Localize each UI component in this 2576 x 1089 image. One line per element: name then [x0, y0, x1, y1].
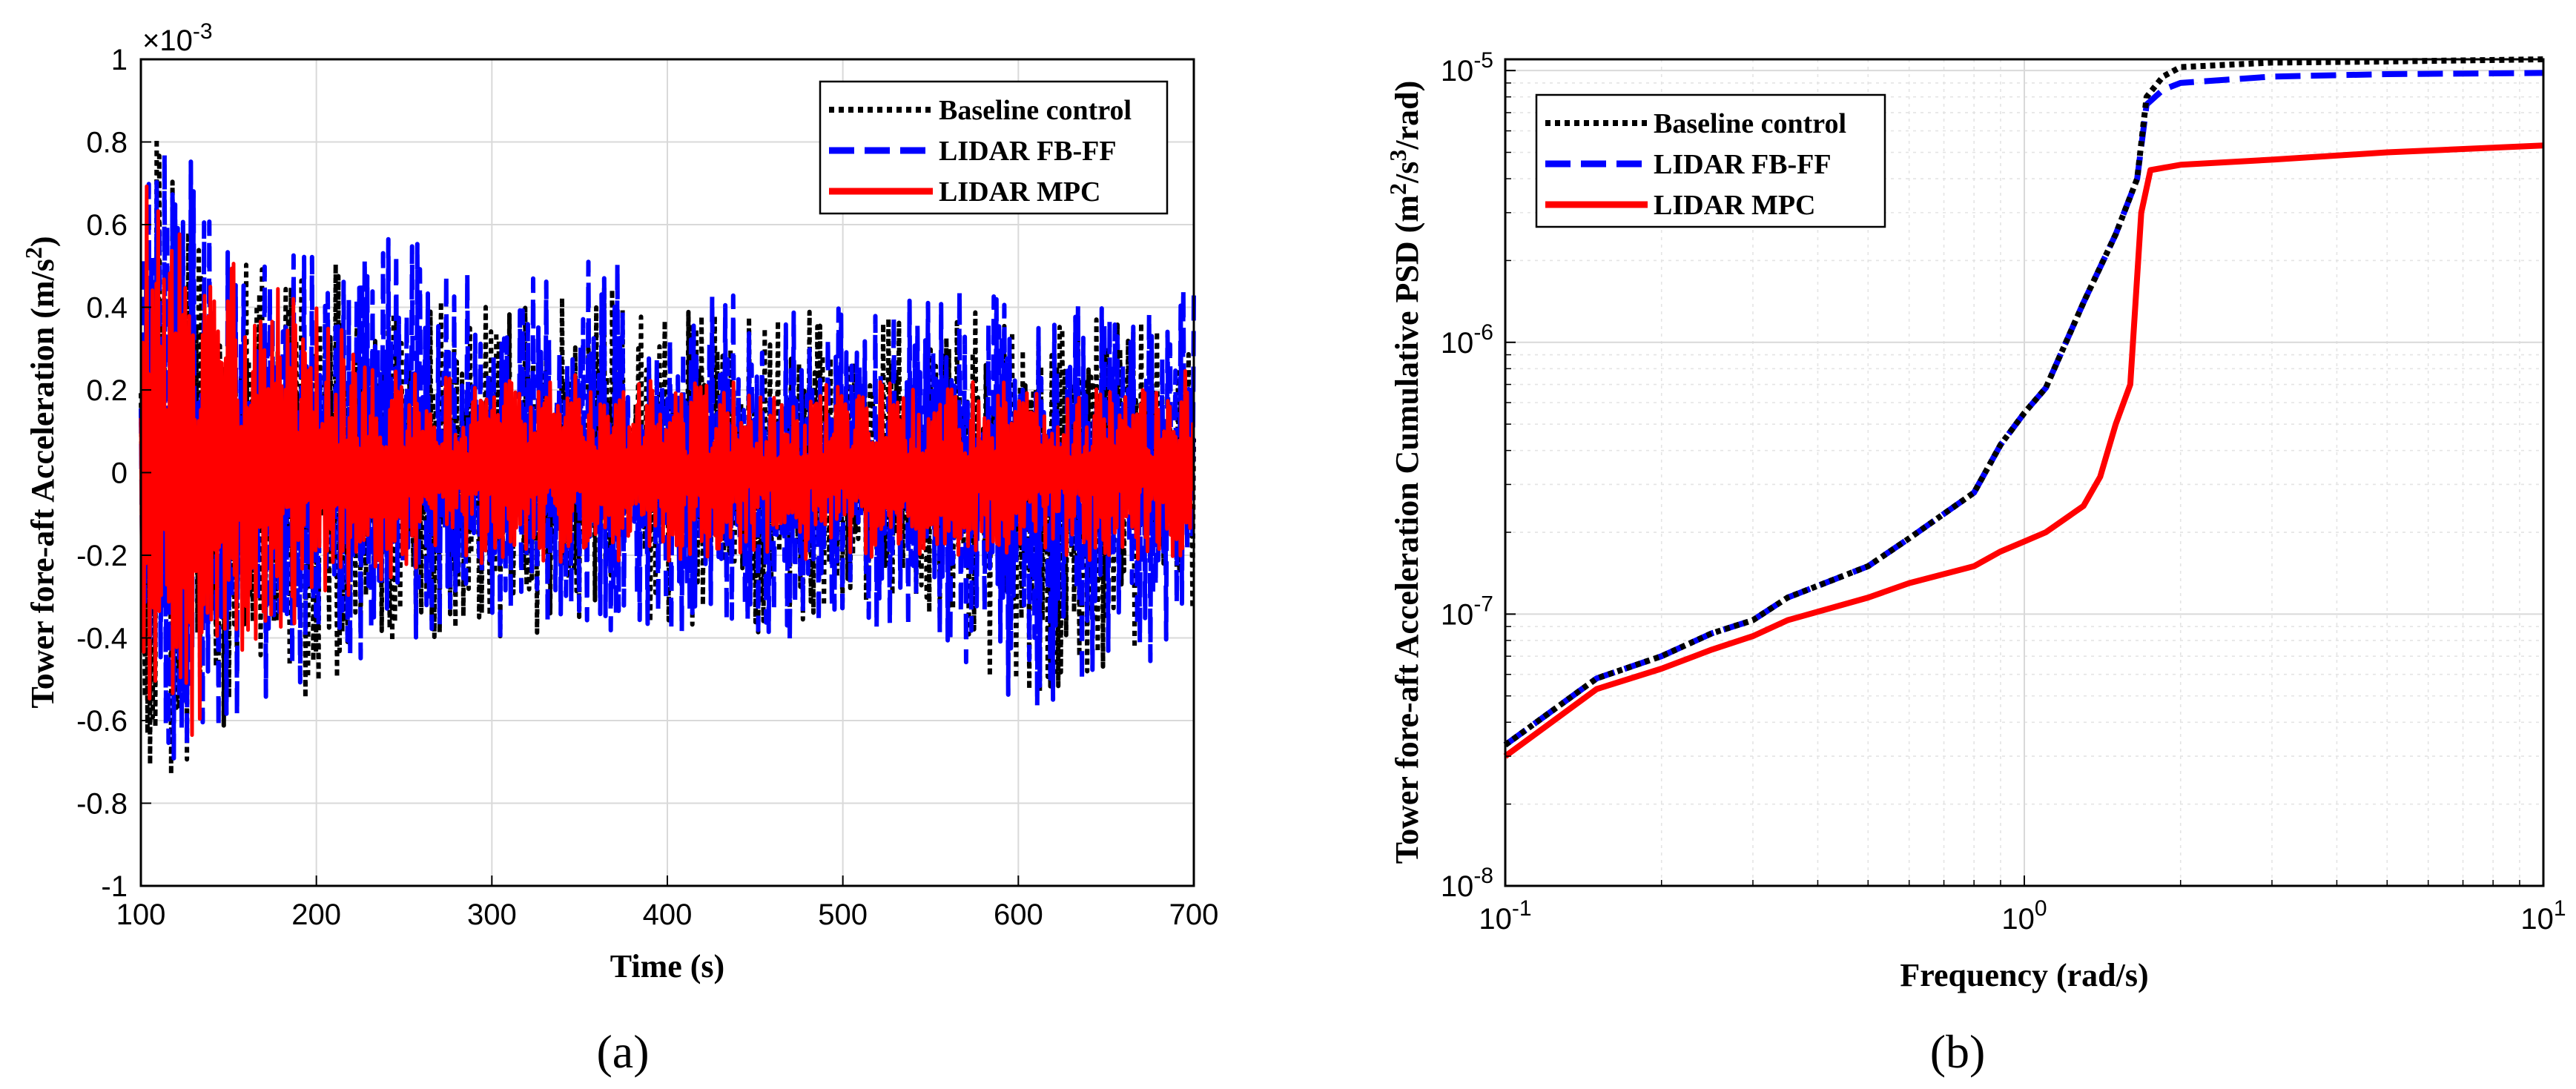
- a-y-tick-label: -0.8: [76, 788, 128, 821]
- a-y-axis-label: Tower fore-aft Acceleration (m/s2): [20, 236, 61, 708]
- a-x-axis-label: Time (s): [610, 948, 724, 984]
- a-y-tick-label: 0.8: [86, 127, 128, 159]
- b-panel-label: (b): [1930, 1025, 1986, 1078]
- a-y-tick-label: 1: [111, 44, 128, 76]
- a-y-tick-label: 0: [111, 457, 128, 490]
- b-ticks: 10-1 100 101 10-8 10-7 10-6 10-5: [1441, 48, 2566, 936]
- a-y-tick-label: 0.4: [86, 292, 128, 325]
- a-x-tick-label: 300: [467, 898, 517, 931]
- panel-a-chart: 100 200 300 400 500 600 700 -1 -0.8 -0.6 -0.4 -0.2 0…: [20, 19, 1218, 1078]
- b-line-lidar-mpc: [1503, 142, 2544, 759]
- b-y-axis-label: Tower fore-aft Acceleration Cumulative P…: [1384, 81, 1425, 864]
- b-series-lines: [1503, 56, 2544, 759]
- b-y-tick-label: 10-5: [1441, 48, 1493, 87]
- b-line-baseline-control: [1503, 56, 2544, 748]
- b-y-tick-label: 10-7: [1441, 592, 1493, 631]
- b-legend: Baseline control LIDAR FB-FF LIDAR MPC: [1535, 93, 1886, 228]
- a-x-tick-label: 600: [994, 898, 1043, 931]
- a-x-tick-label: 700: [1169, 898, 1219, 931]
- a-legend-label-mpc: LIDAR MPC: [939, 176, 1100, 208]
- b-x-axis-label: Frequency (rad/s): [1900, 957, 2148, 993]
- a-y-tick-label: -0.2: [76, 540, 128, 572]
- b-legend-label-baseline: Baseline control: [1654, 108, 1846, 139]
- panel-b-chart: 10-1 100 101 10-8 10-7 10-6 10-5 Baseline cont…: [1384, 48, 2566, 1078]
- b-y-tick-label: 10-6: [1441, 320, 1493, 360]
- b-x-tick-label: 100: [2001, 896, 2047, 936]
- a-y-tick-label: 0.6: [86, 209, 128, 242]
- a-line-lidar-mpc: [139, 184, 1195, 738]
- a-legend-label-baseline: Baseline control: [939, 95, 1132, 126]
- a-y-tick-label: -1: [101, 870, 128, 903]
- a-y-tick-label: -0.4: [76, 623, 128, 655]
- b-legend-label-mpc: LIDAR MPC: [1654, 190, 1815, 221]
- b-legend-label-fbff: LIDAR FB-FF: [1654, 149, 1832, 180]
- a-y-tick-label: 0.2: [86, 374, 128, 407]
- a-ticks: 100 200 300 400 500 600 700 -1 -0.8 -0.6 -0.4 -0.2 0…: [76, 44, 1218, 931]
- a-legend-label-fbff: LIDAR FB-FF: [939, 136, 1117, 167]
- a-y-tick-label: -0.6: [76, 705, 128, 738]
- a-legend: Baseline control LIDAR FB-FF LIDAR MPC: [819, 80, 1169, 215]
- a-x-tick-label: 100: [116, 898, 166, 931]
- a-y-exponent: ×10-3: [142, 19, 213, 57]
- a-panel-label: (a): [596, 1025, 649, 1078]
- a-x-tick-label: 400: [643, 898, 693, 931]
- b-x-tick-label: 101: [2520, 896, 2566, 936]
- b-x-tick-label: 10-1: [1479, 896, 1531, 936]
- a-x-tick-label: 500: [818, 898, 868, 931]
- a-x-tick-label: 200: [291, 898, 341, 931]
- a-series-lines: [139, 136, 1196, 777]
- b-y-tick-label: 10-8: [1441, 864, 1493, 903]
